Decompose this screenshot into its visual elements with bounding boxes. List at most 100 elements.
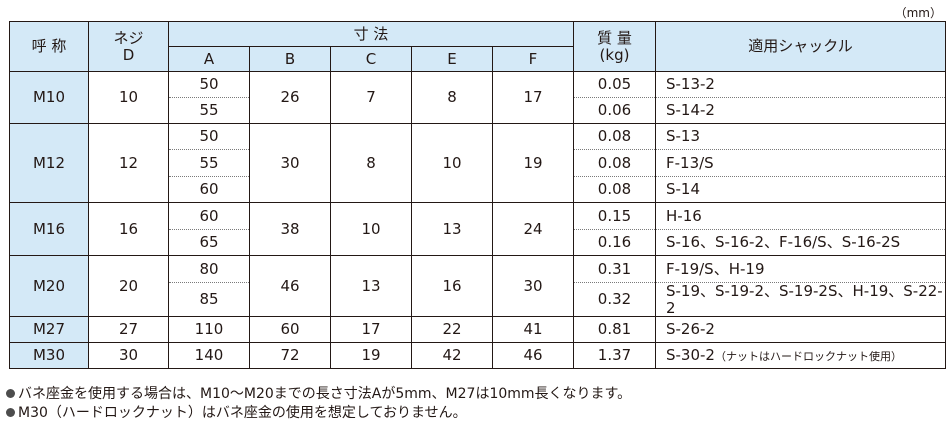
cell-f: 19 (492, 123, 574, 203)
cell-name: M10 (9, 71, 89, 124)
table-row: M16 16 60 38 10 13 24 0.15 H-16 (9, 202, 946, 256)
cell-name: M12 (9, 123, 89, 203)
cell-e: 22 (411, 316, 493, 343)
cell-a: 50 (168, 123, 250, 150)
header-mass-unit: (kg) (599, 45, 630, 64)
header-thread: ネジ D (88, 21, 169, 72)
cell-b: 72 (249, 342, 331, 369)
cell-mass: 0.08 (573, 176, 656, 203)
table-row: M27 27 110 60 17 22 41 0.81 S-26-2 (9, 316, 946, 343)
table-row: M20 20 80 46 13 16 30 0.31 F-19/S、H-19 (9, 255, 946, 317)
cell-mass: 0.16 (573, 229, 656, 256)
shackle-value: S-30-2 (666, 346, 715, 365)
cell-mass: 0.32 (573, 282, 656, 317)
cell-mass: 1.37 (573, 342, 656, 369)
cell-name: M27 (9, 316, 89, 343)
cell-mass: 0.08 (573, 123, 656, 150)
bullet-icon (6, 389, 15, 398)
cell-mass: 0.05 (573, 71, 656, 98)
cell-thread: 20 (88, 255, 169, 317)
cell-f: 24 (492, 202, 574, 256)
cell-name: M30 (9, 342, 89, 369)
cell-shackle: S-19、S-19-2、S-19-2S、H-19、S-22-2 (655, 282, 946, 317)
header-thread-label: ネジ (113, 29, 144, 47)
cell-a: 65 (168, 229, 250, 256)
header-dim-f: F (492, 46, 574, 72)
cell-shackle: S-13 (655, 123, 946, 150)
note-text: M30（ハードロックナット）はバネ座金の使用を想定しておりません。 (18, 405, 467, 421)
header-name: 呼 称 (9, 21, 89, 72)
cell-f: 30 (492, 255, 574, 317)
cell-f: 46 (492, 342, 574, 369)
bullet-icon (6, 408, 15, 417)
cell-e: 10 (411, 123, 493, 203)
cell-mass: 0.81 (573, 316, 656, 343)
cell-a: 50 (168, 71, 250, 98)
cell-mass: 0.15 (573, 202, 656, 230)
cell-shackle: S-30-2（ナットはハードロックナット使用） (655, 342, 946, 369)
cell-e: 8 (411, 71, 493, 124)
table-row: 60 0.08 S-14 (10, 176, 946, 203)
cell-thread: 16 (88, 202, 169, 256)
cell-a: 60 (168, 176, 250, 203)
header-dim-c: C (330, 46, 412, 72)
cell-b: 38 (249, 202, 331, 256)
cell-c: 13 (330, 255, 412, 317)
table-row: M12 12 50 30 8 10 19 0.08 S-13 (9, 123, 946, 203)
cell-thread: 10 (88, 71, 169, 124)
cell-mass: 0.31 (573, 255, 656, 283)
table-row: 55 0.08 F-13/S (10, 149, 946, 177)
cell-e: 42 (411, 342, 493, 369)
cell-thread: 12 (88, 123, 169, 203)
cell-shackle: S-14 (655, 176, 946, 203)
cell-shackle: F-19/S、H-19 (655, 255, 946, 283)
notes: バネ座金を使用する場合は、M10～M20までの長さ寸法Aが5mm、M27は10m… (6, 385, 631, 423)
note-text: バネ座金を使用する場合は、M10～M20までの長さ寸法Aが5mm、M27は10m… (18, 386, 632, 402)
spec-table: 呼 称 ネジ D 寸 法 質 量 (kg) 適用シャックル A B C E F … (9, 21, 946, 369)
header-dim-b: B (249, 46, 331, 72)
cell-e: 16 (411, 255, 493, 317)
table-row: 65 0.16 S-16、S-16-2、F-16/S、S-16-2S (10, 229, 946, 256)
cell-a: 60 (168, 202, 250, 230)
unit-label: （mm） (894, 6, 942, 20)
cell-c: 8 (330, 123, 412, 203)
cell-e: 13 (411, 202, 493, 256)
cell-mass: 0.06 (573, 97, 656, 124)
cell-b: 30 (249, 123, 331, 203)
cell-shackle: F-13/S (655, 149, 946, 177)
header-mass: 質 量 (kg) (573, 21, 656, 72)
cell-a: 55 (168, 97, 250, 124)
header-mass-label: 質 量 (597, 29, 632, 47)
cell-thread: 27 (88, 316, 169, 343)
note-item: バネ座金を使用する場合は、M10～M20までの長さ寸法Aが5mm、M27は10m… (6, 385, 631, 404)
cell-mass: 0.08 (573, 149, 656, 177)
cell-a: 55 (168, 149, 250, 177)
cell-c: 17 (330, 316, 412, 343)
header-shackle: 適用シャックル (655, 21, 946, 72)
cell-shackle: S-13-2 (655, 71, 946, 98)
cell-b: 60 (249, 316, 331, 343)
cell-shackle: H-16 (655, 202, 946, 230)
table-row: 85 0.32 S-19、S-19-2、S-19-2S、H-19、S-22-2 (10, 282, 946, 317)
header-thread-sub: D (122, 45, 135, 64)
cell-shackle: S-26-2 (655, 316, 946, 343)
table-row: M30 30 140 72 19 42 46 1.37 S-30-2（ナットはハ… (9, 342, 946, 369)
cell-shackle: S-16、S-16-2、F-16/S、S-16-2S (655, 229, 946, 256)
shackle-note: （ナットはハードロックナット使用） (714, 350, 902, 364)
cell-a: 85 (168, 282, 250, 317)
cell-c: 10 (330, 202, 412, 256)
header-dimensions: 寸 法 (168, 21, 574, 47)
cell-name: M20 (9, 255, 89, 317)
cell-name: M16 (9, 202, 89, 256)
header-dim-a: A (168, 46, 250, 72)
cell-f: 41 (492, 316, 574, 343)
header-dim-e: E (411, 46, 493, 72)
note-item: M30（ハードロックナット）はバネ座金の使用を想定しておりません。 (6, 404, 631, 423)
cell-c: 19 (330, 342, 412, 369)
cell-a: 110 (168, 316, 250, 343)
table-row: M10 10 50 26 7 8 17 0.05 S-13-2 (9, 71, 946, 124)
cell-f: 17 (492, 71, 574, 124)
cell-thread: 30 (88, 342, 169, 369)
cell-shackle: S-14-2 (655, 97, 946, 124)
cell-b: 26 (249, 71, 331, 124)
